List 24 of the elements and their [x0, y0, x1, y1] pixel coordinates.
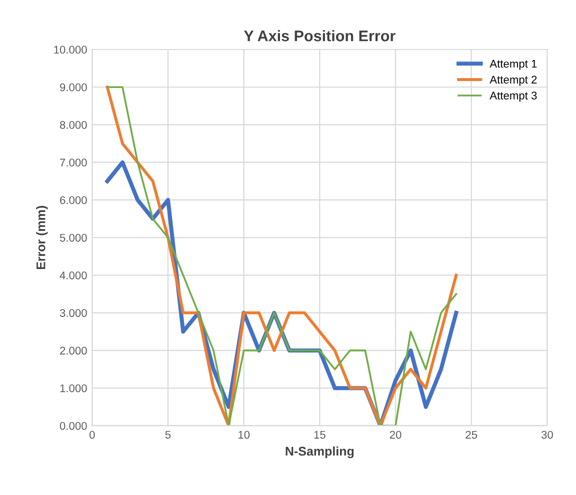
y-tick-label: 4.000	[60, 271, 87, 280]
y-tick-label: 5.000	[60, 234, 87, 242]
y-tick-label: 0.000	[60, 422, 87, 430]
x-tick-label: 30	[541, 430, 553, 439]
y-tick-label: 10.000	[54, 46, 87, 54]
x-tick-label: 5	[165, 430, 171, 439]
x-tick-label: 25	[466, 430, 478, 439]
y-axis-title: Error (mm)	[36, 206, 48, 270]
y-tick-label: 3.000	[60, 309, 87, 317]
x-tick-label: 15	[314, 430, 326, 439]
y-tick-label: 9.000	[60, 83, 87, 92]
y-tick-label: 2.000	[60, 346, 87, 355]
x-tick-label: 20	[390, 430, 402, 439]
y-tick-label: 8.000	[60, 121, 87, 129]
chart-title: Y Axis Position Error	[244, 30, 396, 42]
x-axis-title: N-Sampling	[286, 446, 354, 458]
legend-label: Attempt 3	[490, 92, 537, 102]
y-tick-label: 1.000	[60, 384, 87, 392]
x-tick-label: 10	[238, 430, 250, 439]
x-tick-label: 0	[90, 430, 95, 439]
legend-label: Attempt 1	[490, 60, 537, 70]
legend-label: Attempt 2	[490, 76, 537, 86]
y-tick-label: 7.000	[60, 158, 87, 166]
y-tick-label: 6.000	[60, 196, 87, 204]
